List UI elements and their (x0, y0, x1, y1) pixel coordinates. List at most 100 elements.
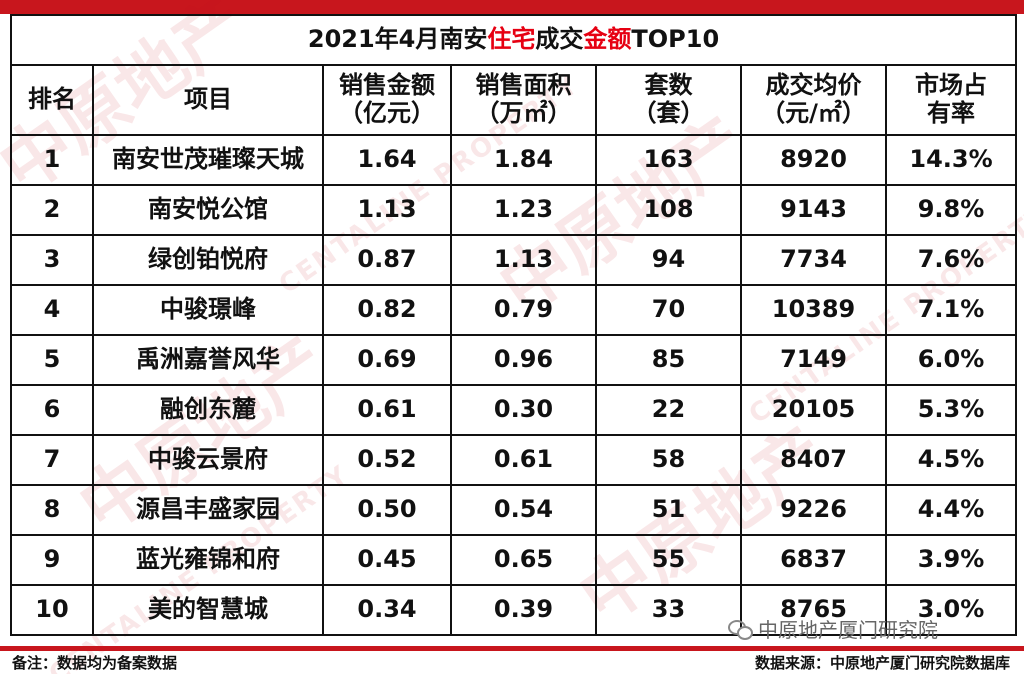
wechat-brand-watermark: 中原地产厦门研究院 (728, 614, 938, 643)
title-suffix: TOP10 (631, 25, 720, 54)
cell-name: 中骏璟峰 (92, 284, 324, 336)
cell-area: 1.84 (450, 134, 597, 186)
table-title: 2021年4月南安住宅成交金额TOP10 (9, 14, 1018, 66)
footer-red-bar (0, 646, 1024, 651)
footnote-source: 数据来源：中原地产厦门研究院数据库 (754, 654, 1010, 672)
cell-area: 0.65 (450, 534, 597, 586)
cell-name: 美的智慧城 (92, 584, 324, 636)
cell-area: 0.30 (450, 384, 597, 436)
ranking-table: 2021年4月南安住宅成交金额TOP10 排名 项目 销售金额 （亿元） 销售面积… (9, 14, 1018, 636)
cell-share: 7.1% (884, 284, 1018, 336)
cell-area: 0.61 (450, 434, 597, 486)
cell-name: 蓝光雍锦和府 (92, 534, 324, 586)
cell-amount: 0.52 (322, 434, 452, 486)
title-highlight-amount: 金额 (583, 25, 632, 54)
cell-price: 9143 (740, 184, 887, 236)
cell-share: 7.6% (884, 234, 1018, 286)
cell-price: 9226 (740, 484, 887, 536)
cell-area: 1.13 (450, 234, 597, 286)
cell-area: 1.23 (450, 184, 597, 236)
title-highlight-residential: 住宅 (487, 25, 536, 54)
header-amount: 销售金额 （亿元） (322, 64, 452, 136)
table-row: 6 融创东麓 0.61 0.30 22 20105 5.3% (10, 384, 1018, 436)
cell-rank: 6 (10, 384, 94, 436)
cell-sets: 70 (595, 284, 742, 336)
cell-price: 10389 (740, 284, 887, 336)
cell-share: 14.3% (884, 134, 1018, 186)
cell-rank: 10 (10, 584, 94, 636)
top-red-bar (0, 0, 1024, 14)
header-area: 销售面积 （万㎡） (450, 64, 597, 136)
table-row: 4 中骏璟峰 0.82 0.79 70 10389 7.1% (10, 284, 1018, 336)
cell-name: 中骏云景府 (92, 434, 324, 486)
cell-area: 0.39 (450, 584, 597, 636)
table-row: 10 美的智慧城 0.34 0.39 33 8765 3.0% (10, 584, 1018, 636)
cell-amount: 0.61 (322, 384, 452, 436)
title-mid: 成交 (535, 25, 584, 54)
cell-name: 源昌丰盛家园 (92, 484, 324, 536)
cell-rank: 5 (10, 334, 94, 386)
cell-sets: 163 (595, 134, 742, 186)
table-row: 7 中骏云景府 0.52 0.61 58 8407 4.5% (10, 434, 1018, 486)
cell-price: 8765 (740, 584, 887, 636)
cell-sets: 55 (595, 534, 742, 586)
cell-price: 8407 (740, 434, 887, 486)
cell-sets: 85 (595, 334, 742, 386)
cell-sets: 94 (595, 234, 742, 286)
cell-share: 3.9% (884, 534, 1018, 586)
cell-rank: 4 (10, 284, 94, 336)
cell-price: 20105 (740, 384, 887, 436)
cell-amount: 0.82 (322, 284, 452, 336)
cell-amount: 0.69 (322, 334, 452, 386)
cell-name: 融创东麓 (92, 384, 324, 436)
ranking-table-container: 2021年4月南安住宅成交金额TOP10 排名 项目 销售金额 （亿元） 销售面积… (9, 14, 1018, 636)
cell-rank: 7 (10, 434, 94, 486)
cell-name: 南安悦公馆 (92, 184, 324, 236)
cell-name: 绿创铂悦府 (92, 234, 324, 286)
cell-sets: 22 (595, 384, 742, 436)
cell-area: 0.79 (450, 284, 597, 336)
cell-amount: 1.64 (322, 134, 452, 186)
header-price: 成交均价 （元/㎡） (740, 64, 887, 136)
cell-rank: 8 (10, 484, 94, 536)
cell-share: 5.3% (884, 384, 1018, 436)
header-name: 项目 (92, 64, 324, 136)
brand-text: 中原地产厦门研究院 (758, 618, 938, 642)
cell-share: 4.4% (884, 484, 1018, 536)
cell-share: 4.5% (884, 434, 1018, 486)
header-share: 市场占 有率 (884, 64, 1018, 136)
cell-price: 7149 (740, 334, 887, 386)
table-row: 1 南安世茂璀璨天城 1.64 1.84 163 8920 14.3% (10, 134, 1018, 186)
cell-amount: 0.50 (322, 484, 452, 536)
cell-area: 0.54 (450, 484, 597, 536)
table-row: 3 绿创铂悦府 0.87 1.13 94 7734 7.6% (10, 234, 1018, 286)
cell-share: 6.0% (884, 334, 1018, 386)
cell-sets: 108 (595, 184, 742, 236)
wechat-icon (728, 619, 753, 640)
header-sets: 套数 （套） (595, 64, 742, 136)
title-prefix: 2021年4月南安 (307, 25, 488, 54)
table-row: 8 源昌丰盛家园 0.50 0.54 51 9226 4.4% (10, 484, 1018, 536)
cell-price: 7734 (740, 234, 887, 286)
cell-sets: 58 (595, 434, 742, 486)
table-row: 2 南安悦公馆 1.13 1.23 108 9143 9.8% (10, 184, 1018, 236)
cell-rank: 2 (10, 184, 94, 236)
cell-rank: 3 (10, 234, 94, 286)
cell-area: 0.96 (450, 334, 597, 386)
cell-sets: 51 (595, 484, 742, 536)
cell-sets: 33 (595, 584, 742, 636)
cell-name: 禹洲嘉誉风华 (92, 334, 324, 386)
table-row: 9 蓝光雍锦和府 0.45 0.65 55 6837 3.9% (10, 534, 1018, 586)
cell-rank: 9 (10, 534, 94, 586)
cell-price: 8920 (740, 134, 887, 186)
cell-amount: 0.45 (322, 534, 452, 586)
table-row: 5 禹洲嘉誉风华 0.69 0.96 85 7149 6.0% (10, 334, 1018, 386)
cell-amount: 0.87 (322, 234, 452, 286)
cell-share: 3.0% (884, 584, 1018, 636)
cell-price: 6837 (740, 534, 887, 586)
footnote-remark: 备注：数据均为备案数据 (12, 654, 178, 672)
header-rank: 排名 (10, 64, 94, 136)
cell-rank: 1 (10, 134, 94, 186)
cell-share: 9.8% (884, 184, 1018, 236)
cell-amount: 1.13 (322, 184, 452, 236)
